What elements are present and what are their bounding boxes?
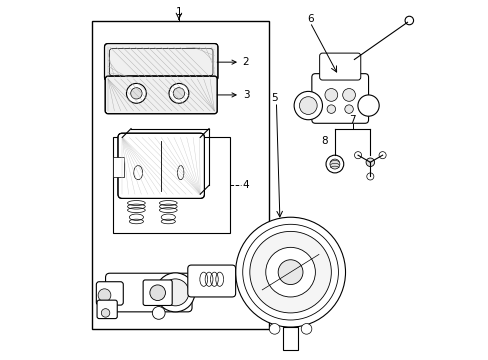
Bar (201, 77, 206, 81)
Circle shape (357, 95, 378, 116)
Circle shape (293, 91, 322, 120)
Circle shape (278, 260, 303, 284)
Circle shape (126, 84, 146, 103)
Text: 4: 4 (242, 180, 249, 190)
Circle shape (101, 309, 110, 317)
Circle shape (162, 279, 188, 306)
Circle shape (149, 285, 165, 301)
Circle shape (366, 173, 373, 180)
Circle shape (378, 152, 386, 159)
Text: 7: 7 (348, 115, 355, 125)
Circle shape (301, 324, 311, 334)
FancyBboxPatch shape (311, 74, 368, 123)
Circle shape (235, 217, 345, 327)
Circle shape (130, 88, 142, 99)
Circle shape (354, 152, 361, 159)
FancyBboxPatch shape (105, 273, 192, 312)
Circle shape (329, 159, 339, 169)
Text: 8: 8 (321, 136, 327, 146)
Text: 5: 5 (271, 94, 277, 103)
Circle shape (325, 155, 343, 173)
Text: 2: 2 (217, 57, 249, 67)
Circle shape (242, 224, 338, 320)
Circle shape (342, 89, 355, 101)
FancyBboxPatch shape (319, 53, 360, 80)
FancyBboxPatch shape (97, 300, 117, 319)
Bar (116, 77, 121, 81)
Circle shape (249, 231, 331, 313)
FancyBboxPatch shape (105, 76, 217, 114)
Circle shape (98, 289, 111, 302)
FancyBboxPatch shape (118, 133, 204, 198)
Text: 1: 1 (175, 6, 182, 17)
Bar (113, 138, 230, 233)
Circle shape (156, 273, 195, 312)
Circle shape (344, 105, 353, 113)
Circle shape (366, 158, 374, 167)
Circle shape (173, 88, 184, 99)
Circle shape (169, 84, 188, 103)
FancyBboxPatch shape (143, 280, 172, 306)
Circle shape (265, 247, 315, 297)
Circle shape (269, 324, 279, 334)
Text: 3: 3 (217, 90, 249, 100)
FancyBboxPatch shape (104, 44, 218, 81)
FancyBboxPatch shape (96, 282, 123, 305)
Bar (113, 157, 124, 177)
Circle shape (299, 97, 317, 114)
Circle shape (326, 105, 335, 113)
FancyBboxPatch shape (187, 265, 235, 297)
Circle shape (325, 89, 337, 101)
Bar (283, 327, 297, 350)
Bar (92, 21, 269, 329)
Text: 6: 6 (306, 14, 313, 24)
Circle shape (152, 306, 165, 319)
